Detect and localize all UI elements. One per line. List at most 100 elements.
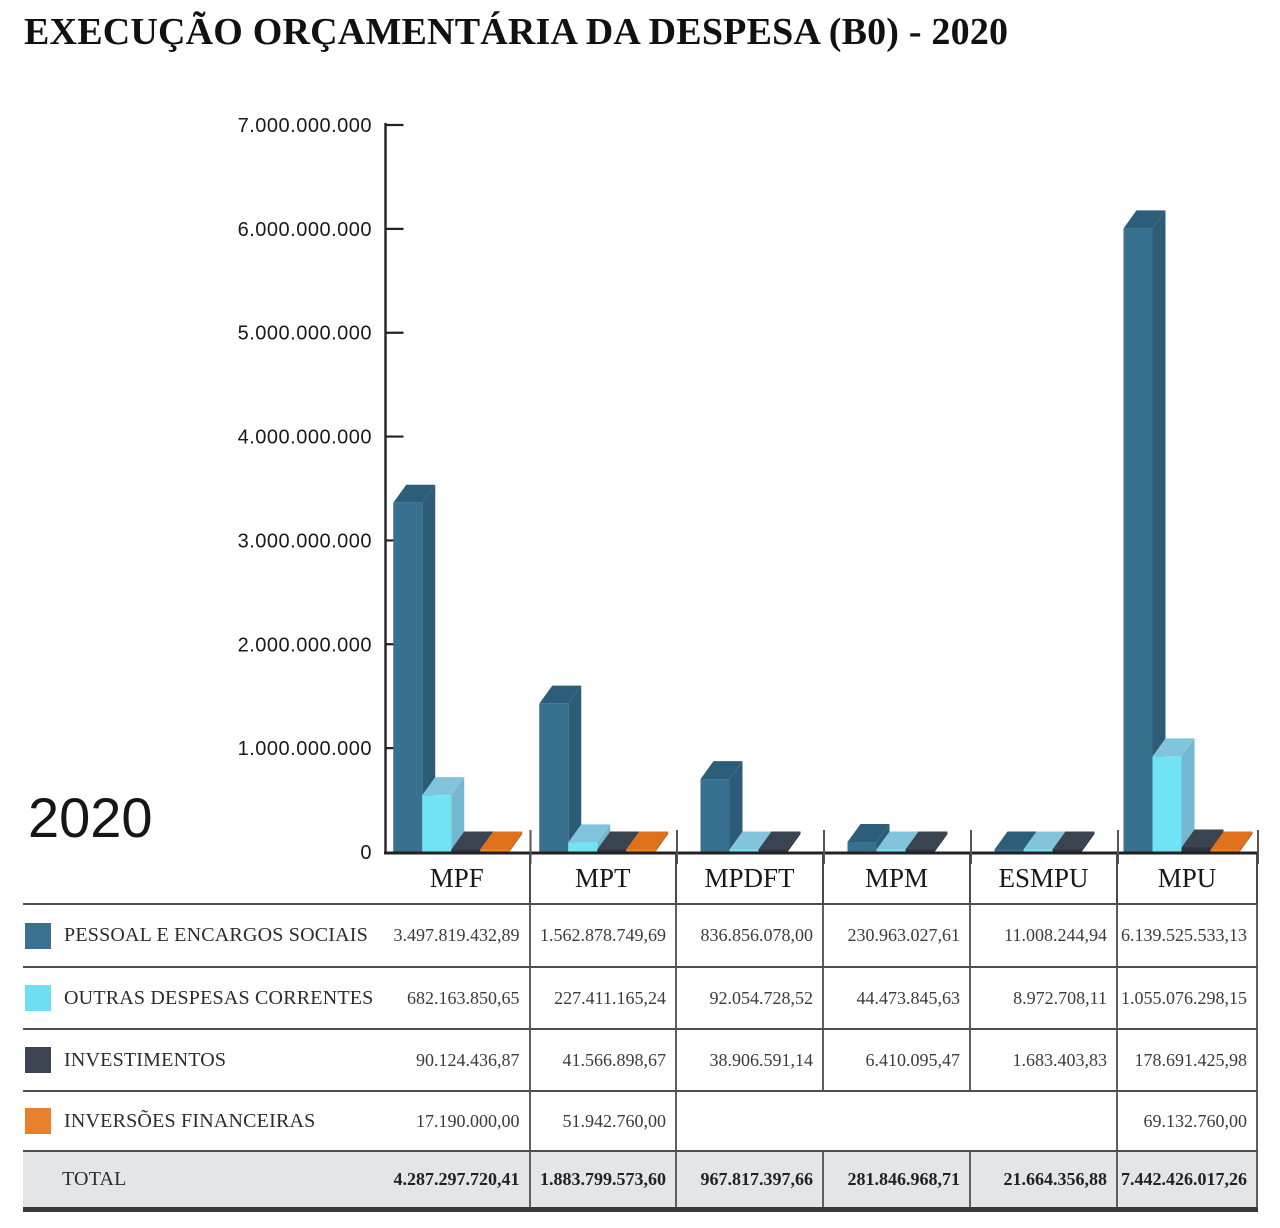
bar-top-face bbox=[597, 831, 640, 850]
bar-MPDFT bbox=[729, 849, 759, 852]
y-tick-label: 3.000.000.000 bbox=[238, 530, 372, 552]
bar-side-face bbox=[451, 777, 465, 852]
table-row: OUTRAS DESPESAS CORRENTES 682.163.850,65 2… bbox=[23, 966, 1258, 1028]
value-cell: 7.442.426.017,26 bbox=[1118, 1152, 1258, 1207]
bar-top-face bbox=[876, 831, 919, 850]
value-cell: 17.190.000,00 bbox=[385, 1092, 531, 1150]
value-cell: 41.566.898,67 bbox=[531, 1030, 677, 1090]
value-cell: 1.055.076.298,15 bbox=[1118, 968, 1258, 1028]
row-label-cell: OUTRAS DESPESAS CORRENTES bbox=[23, 968, 385, 1028]
bar-MPU bbox=[1123, 228, 1153, 852]
category-label-mpf: MPF bbox=[385, 854, 531, 903]
value-cell: 1.883.799.573,60 bbox=[531, 1152, 677, 1207]
value-cell: 836.856.078,00 bbox=[677, 905, 824, 966]
value-cell: 967.817.397,66 bbox=[677, 1152, 824, 1207]
legend-swatch bbox=[25, 1047, 51, 1073]
bar-side-face bbox=[787, 831, 801, 852]
series-name: INVESTIMENTOS bbox=[64, 1048, 227, 1071]
bar-top-face bbox=[451, 831, 494, 850]
value-cell: 8.972.708,11 bbox=[971, 968, 1118, 1028]
value-cell: 11.008.244,94 bbox=[971, 905, 1118, 966]
bar-top-face bbox=[1152, 738, 1195, 757]
bar-top-face bbox=[905, 831, 948, 850]
value-cell: 1.683.403,83 bbox=[971, 1030, 1118, 1090]
bar-MPT bbox=[568, 842, 598, 852]
bar-MPU bbox=[1210, 849, 1240, 852]
bar-top-face bbox=[393, 484, 436, 503]
bar-MPF bbox=[422, 795, 452, 852]
series-name: INVERSÕES FINANCEIRAS bbox=[64, 1109, 316, 1132]
category-label-mpt: MPT bbox=[531, 854, 677, 903]
row-label-cell: INVERSÕES FINANCEIRAS bbox=[23, 1092, 385, 1150]
row-label-cell: PESSOAL E ENCARGOS SOCIAIS bbox=[23, 905, 385, 966]
bar-top-face bbox=[994, 831, 1037, 850]
bar-top-face bbox=[1052, 831, 1095, 850]
bar-MPU bbox=[1181, 847, 1211, 852]
bar-side-face bbox=[1152, 210, 1166, 852]
value-cell: 21.664.356,88 bbox=[971, 1152, 1118, 1207]
bar-MPDFT bbox=[758, 849, 788, 852]
bar-side-face bbox=[509, 831, 523, 852]
bar-top-face bbox=[422, 777, 465, 796]
category-label-mpm: MPM bbox=[824, 854, 971, 903]
row-label-cell: INVESTIMENTOS bbox=[23, 1030, 385, 1090]
category-label-esmpu: ESMPU bbox=[971, 854, 1118, 903]
y-tick-label: 7.000.000.000 bbox=[238, 115, 372, 137]
legend-swatch bbox=[25, 985, 51, 1011]
bar-side-face bbox=[1181, 738, 1195, 852]
bar-top-face bbox=[758, 831, 801, 850]
bar-top-face bbox=[1123, 210, 1166, 229]
value-cell: 44.473.845,63 bbox=[824, 968, 971, 1028]
bar-MPT bbox=[597, 849, 627, 852]
value-cell: 281.846.968,71 bbox=[824, 1152, 971, 1207]
page-title: EXECUÇÃO ORÇAMENTÁRIA DA DESPESA (B0) - … bbox=[24, 11, 1009, 53]
year-label: 2020 bbox=[28, 786, 153, 849]
value-cell: 3.497.819.432,89 bbox=[385, 905, 531, 966]
bar-side-face bbox=[568, 685, 582, 852]
value-cell bbox=[971, 1092, 1118, 1150]
bar-side-face bbox=[422, 484, 436, 852]
bar-side-face bbox=[934, 831, 948, 852]
category-label-mpu: MPU bbox=[1118, 854, 1258, 903]
category-label-mpdft: MPDFT bbox=[677, 854, 824, 903]
bar-MPF bbox=[451, 849, 481, 852]
bar-top-face bbox=[1181, 829, 1224, 848]
bar-MPT bbox=[539, 703, 569, 852]
value-cell: 92.054.728,52 bbox=[677, 968, 824, 1028]
value-cell: 6.410.095,47 bbox=[824, 1030, 971, 1090]
bar-top-face bbox=[847, 824, 890, 843]
bar-top-face bbox=[700, 761, 743, 780]
value-cell: 230.963.027,61 bbox=[824, 905, 971, 966]
y-tick-label: 2.000.000.000 bbox=[238, 634, 372, 656]
legend-swatch bbox=[25, 1108, 51, 1134]
value-cell: 4.287.297.720,41 bbox=[385, 1152, 531, 1207]
table-row: PESSOAL E ENCARGOS SOCIAIS 3.497.819.432,… bbox=[23, 903, 1258, 966]
y-tick-label: 5.000.000.000 bbox=[238, 323, 372, 345]
series-name: OUTRAS DESPESAS CORRENTES bbox=[64, 986, 374, 1009]
value-cell: 227.411.165,24 bbox=[531, 968, 677, 1028]
bar-MPU bbox=[1152, 756, 1182, 852]
y-tick-label: 0 bbox=[360, 842, 372, 864]
row-label-cell: TOTAL bbox=[23, 1152, 385, 1207]
bar-side-face bbox=[1239, 831, 1253, 852]
bar-ESMPU bbox=[994, 849, 1024, 852]
y-tick-label: 6.000.000.000 bbox=[238, 219, 372, 241]
bar-MPF bbox=[393, 502, 423, 852]
bar-ESMPU bbox=[1052, 849, 1082, 852]
bar-side-face bbox=[1081, 831, 1095, 852]
value-cell: 90.124.436,87 bbox=[385, 1030, 531, 1090]
value-cell: 178.691.425,98 bbox=[1118, 1030, 1258, 1090]
value-cell: 51.942.760,00 bbox=[531, 1092, 677, 1150]
bar-MPM bbox=[905, 849, 935, 852]
y-tick-label: 4.000.000.000 bbox=[238, 427, 372, 449]
bar-MPM bbox=[876, 849, 906, 852]
bar-top-face bbox=[626, 831, 669, 850]
table-row: INVESTIMENTOS 90.124.436,87 41.566.898,67 3… bbox=[23, 1028, 1258, 1090]
value-cell: 1.562.878.749,69 bbox=[531, 905, 677, 966]
value-cell bbox=[677, 1092, 824, 1150]
data-table: PESSOAL E ENCARGOS SOCIAIS 3.497.819.432,… bbox=[23, 903, 1258, 1212]
series-name: PESSOAL E ENCARGOS SOCIAIS bbox=[64, 924, 368, 946]
value-cell: 682.163.850,65 bbox=[385, 968, 531, 1028]
bar-MPM bbox=[847, 842, 877, 852]
